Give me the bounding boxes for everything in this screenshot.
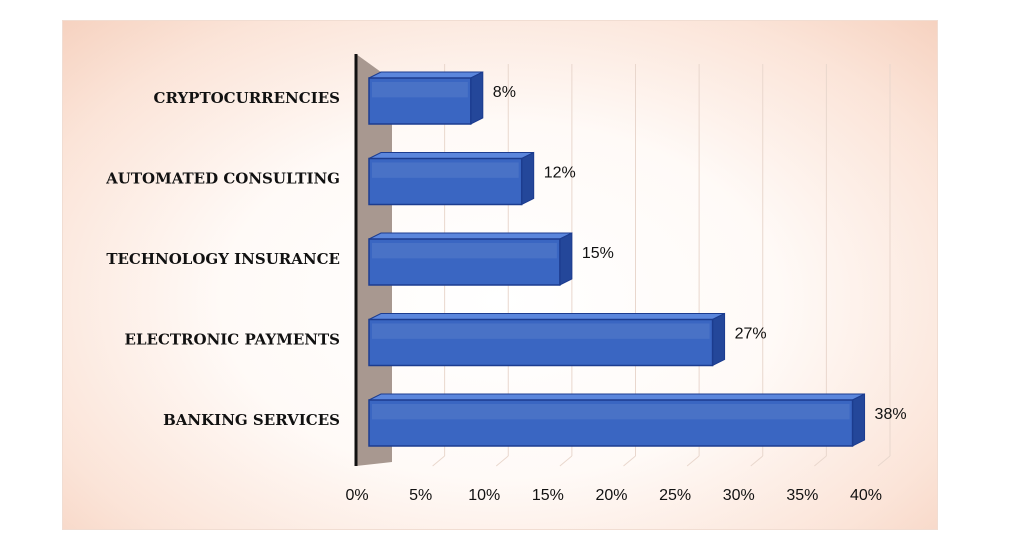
data-label: 27% <box>735 326 767 343</box>
data-label: 38% <box>875 406 907 423</box>
bar-highlight <box>372 323 710 339</box>
bar-top-face <box>368 393 865 401</box>
bar-top-face <box>368 152 534 159</box>
bar-top-face <box>368 313 725 320</box>
bar-side-face <box>559 232 573 286</box>
bar-side-face <box>712 312 726 367</box>
category-label: TECHNOLOGY INSURANCE <box>106 250 340 268</box>
gridline-floor <box>814 455 827 467</box>
x-tick-label: 35% <box>786 487 818 504</box>
x-tick-label: 10% <box>468 487 500 504</box>
category-label: CRYPTOCURRENCIES <box>154 89 340 107</box>
x-tick-label: 25% <box>659 487 691 504</box>
x-tick-label: 40% <box>850 487 882 504</box>
bar-side-face <box>521 151 535 206</box>
x-tick-label: 0% <box>345 487 368 504</box>
data-label: 8% <box>493 84 516 101</box>
x-tick-label: 30% <box>723 487 755 504</box>
gridline-floor <box>495 455 509 467</box>
category-label: ELECTRONIC PAYMENTS <box>125 331 340 349</box>
data-label: 12% <box>544 165 576 182</box>
bar-side-face <box>470 71 484 125</box>
bar-highlight <box>372 82 468 98</box>
x-tick-label: 15% <box>532 487 564 504</box>
data-label: 15% <box>582 245 614 262</box>
gridline-floor <box>686 455 700 467</box>
gridline-floor <box>623 455 636 467</box>
bar-highlight <box>372 243 557 259</box>
gridline-floor <box>877 455 891 467</box>
category-label: AUTOMATED CONSULTING <box>105 170 340 188</box>
bar <box>368 399 854 447</box>
gridline-floor <box>559 455 573 467</box>
bar-highlight <box>372 404 850 420</box>
bar-top-face <box>368 71 484 79</box>
bar-side-face <box>852 393 866 447</box>
gridline-floor <box>750 455 764 467</box>
x-tick-label: 20% <box>595 487 627 504</box>
bar <box>368 238 561 286</box>
category-label: BANKING SERVICES <box>163 411 340 429</box>
bar-highlight <box>372 162 519 178</box>
bar <box>368 157 523 206</box>
gridline-floor <box>432 455 445 467</box>
bar <box>368 77 472 125</box>
x-tick-label: 5% <box>409 487 432 504</box>
bar <box>368 318 714 367</box>
bar-top-face <box>368 232 573 240</box>
